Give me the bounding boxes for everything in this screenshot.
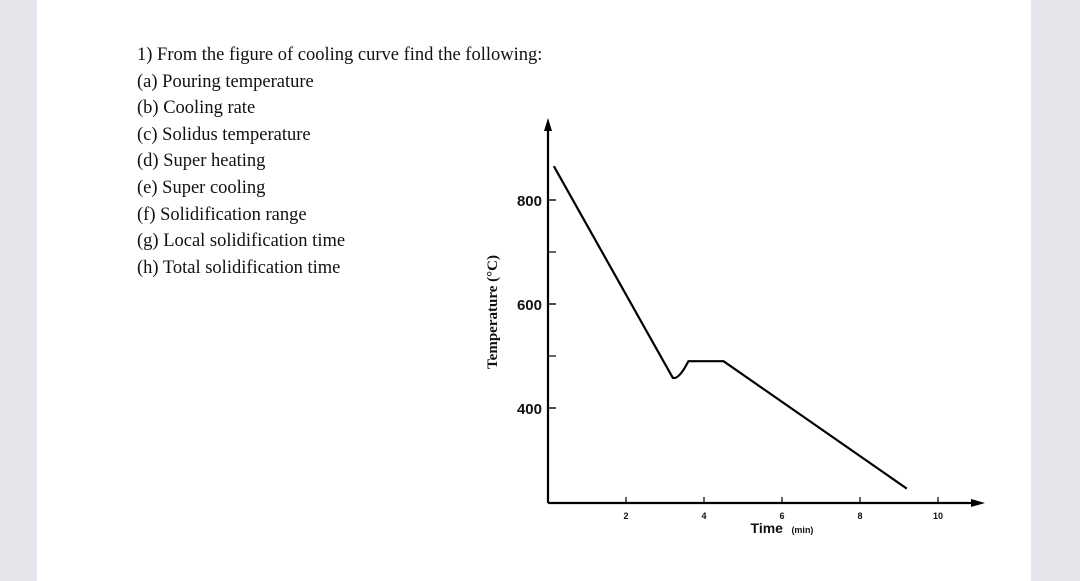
y-axis-arrow-icon <box>544 118 552 131</box>
chart-axes <box>544 118 985 507</box>
question-item-f: (f) Solidification range <box>137 204 307 225</box>
x-tick-label: 6 <box>779 511 784 521</box>
question-item-h: (h) Total solidification time <box>137 257 341 278</box>
y-tick-label: 800 <box>517 193 542 210</box>
x-axis-arrow-icon <box>971 499 985 507</box>
x-tick-label: 10 <box>933 511 943 521</box>
question-block: 1) From the figure of cooling curve find… <box>137 42 542 281</box>
question-item-d: (d) Super heating <box>137 151 266 172</box>
question-title: 1) From the figure of cooling curve find… <box>137 45 543 65</box>
y-tick-label: 400 <box>517 401 542 418</box>
x-axis-unit: (min) <box>791 525 813 535</box>
question-item-a: (a) Pouring temperature <box>137 71 314 92</box>
question-item-c: (c) Solidus temperature <box>137 124 311 145</box>
document-page <box>37 0 1031 581</box>
y-axis-label: Temperature (°C) <box>485 255 501 369</box>
x-tick-label: 4 <box>701 511 706 521</box>
question-item-g: (g) Local solidification time <box>137 231 346 252</box>
x-tick-label: 8 <box>857 511 862 521</box>
x-axis-title: Time <box>751 520 784 536</box>
y-tick-label: 600 <box>517 297 542 314</box>
cooling-curve-line <box>552 165 908 490</box>
question-item-b: (b) Cooling rate <box>137 98 256 119</box>
x-tick-label: 2 <box>623 511 628 521</box>
x-axis-label: Time (min) <box>751 520 814 537</box>
question-item-e: (e) Super cooling <box>137 177 266 198</box>
